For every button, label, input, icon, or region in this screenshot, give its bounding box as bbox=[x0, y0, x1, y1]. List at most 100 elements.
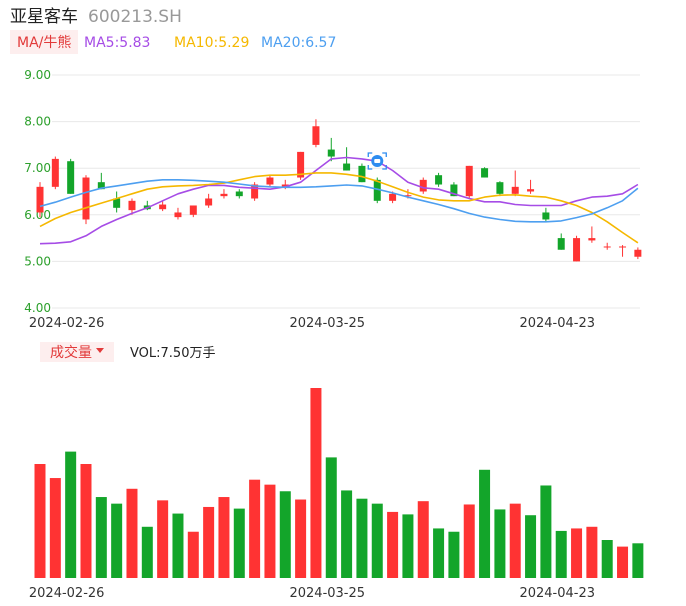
volume-bar bbox=[80, 464, 92, 578]
volume-bar bbox=[463, 504, 475, 578]
candle bbox=[603, 242, 611, 250]
volume-bar bbox=[571, 528, 583, 578]
candle bbox=[220, 189, 228, 199]
volume-bar bbox=[479, 469, 491, 578]
candle bbox=[36, 182, 44, 218]
volume-bar bbox=[356, 498, 368, 578]
candle-body bbox=[435, 175, 443, 185]
volume-x-tick-label: 2024-02-26 bbox=[29, 586, 105, 601]
candle-body bbox=[159, 204, 167, 210]
candle bbox=[189, 205, 197, 218]
candle-body bbox=[220, 193, 228, 197]
candle-body bbox=[67, 161, 75, 194]
candle bbox=[266, 175, 274, 187]
volume-bar bbox=[233, 508, 245, 578]
volume-bar bbox=[111, 503, 123, 578]
candle-body bbox=[419, 179, 427, 192]
ma5-legend: MA5:5.83 bbox=[84, 35, 150, 51]
candle-body bbox=[588, 238, 596, 241]
volume-bar bbox=[448, 531, 460, 578]
candle bbox=[82, 175, 90, 225]
candle bbox=[113, 191, 121, 213]
volume-bar bbox=[341, 490, 353, 578]
candle-body bbox=[619, 246, 627, 248]
candle-body bbox=[51, 158, 59, 187]
volume-bar bbox=[249, 479, 261, 578]
y-tick-label: 7.00 bbox=[24, 161, 51, 175]
candle-body bbox=[36, 186, 44, 213]
volume-bar bbox=[555, 530, 567, 578]
volume-bars bbox=[34, 388, 644, 578]
volume-x-tick-label: 2024-04-23 bbox=[519, 586, 595, 601]
candle bbox=[465, 165, 473, 199]
candle-body bbox=[634, 249, 642, 257]
volume-selector[interactable]: 成交量 bbox=[40, 342, 114, 362]
robot-marker-icon[interactable] bbox=[367, 152, 387, 170]
candle bbox=[312, 119, 320, 148]
ma20-legend: MA20:6.57 bbox=[261, 35, 336, 51]
volume-bar bbox=[34, 464, 46, 578]
candle-body bbox=[251, 184, 259, 199]
volume-bar bbox=[387, 511, 399, 578]
ma10-legend: MA10:5.29 bbox=[174, 35, 249, 51]
volume-bar bbox=[509, 503, 521, 578]
volume-selector-bg bbox=[40, 342, 114, 362]
volume-bar bbox=[402, 514, 414, 578]
x-tick-label: 2024-02-26 bbox=[29, 316, 105, 331]
volume-bar bbox=[586, 526, 598, 578]
candle-body bbox=[327, 149, 335, 157]
volume-bar bbox=[126, 488, 138, 578]
candle-body bbox=[297, 151, 305, 178]
candle-body bbox=[557, 238, 565, 250]
volume-bar bbox=[141, 526, 153, 578]
volume-bar bbox=[264, 484, 276, 578]
x-tick-label: 2024-03-25 bbox=[289, 316, 365, 331]
y-tick-label: 9.00 bbox=[24, 68, 51, 82]
candle bbox=[557, 233, 565, 250]
volume-bar bbox=[494, 509, 506, 578]
candle bbox=[327, 137, 335, 162]
stock-name: 亚星客车 bbox=[10, 7, 78, 27]
volume-legend: VOL:7.50万手 bbox=[130, 346, 215, 361]
candle bbox=[527, 179, 535, 194]
volume-bar bbox=[525, 515, 537, 578]
volume-bar bbox=[540, 485, 552, 578]
volume-bar bbox=[49, 478, 61, 578]
candle-body bbox=[97, 182, 105, 190]
candle-body bbox=[113, 198, 121, 208]
candle-body bbox=[496, 182, 504, 194]
candle bbox=[542, 207, 550, 222]
ma-selector-bg bbox=[10, 30, 78, 54]
candle-body bbox=[281, 184, 289, 187]
candle-body bbox=[189, 205, 197, 215]
candle-body bbox=[205, 198, 213, 206]
volume-bar bbox=[279, 491, 291, 578]
ma10-line bbox=[39, 172, 639, 244]
candle-body bbox=[266, 177, 274, 185]
candle-body bbox=[343, 163, 351, 171]
ma-selector-label: MA/牛熊 bbox=[17, 35, 71, 51]
candle bbox=[496, 181, 504, 197]
candle bbox=[619, 245, 627, 257]
candle bbox=[51, 156, 59, 190]
ma-selector[interactable]: MA/牛熊 bbox=[10, 30, 78, 54]
candle-body bbox=[128, 200, 136, 211]
candle bbox=[573, 235, 581, 262]
candle bbox=[174, 207, 182, 220]
candle bbox=[343, 147, 351, 171]
volume-bar bbox=[371, 503, 383, 578]
y-tick-label: 4.00 bbox=[24, 301, 51, 315]
candle-body bbox=[465, 165, 473, 197]
candle bbox=[435, 172, 443, 187]
candle-body bbox=[527, 189, 535, 192]
x-tick-label: 2024-04-23 bbox=[519, 316, 595, 331]
y-tick-label: 6.00 bbox=[24, 208, 51, 222]
candle bbox=[634, 247, 642, 260]
candle-body bbox=[450, 184, 458, 197]
volume-bar bbox=[417, 501, 429, 578]
candle bbox=[97, 172, 105, 190]
candle-body bbox=[603, 246, 611, 248]
marker-eyes bbox=[374, 159, 381, 163]
candle bbox=[511, 170, 519, 197]
